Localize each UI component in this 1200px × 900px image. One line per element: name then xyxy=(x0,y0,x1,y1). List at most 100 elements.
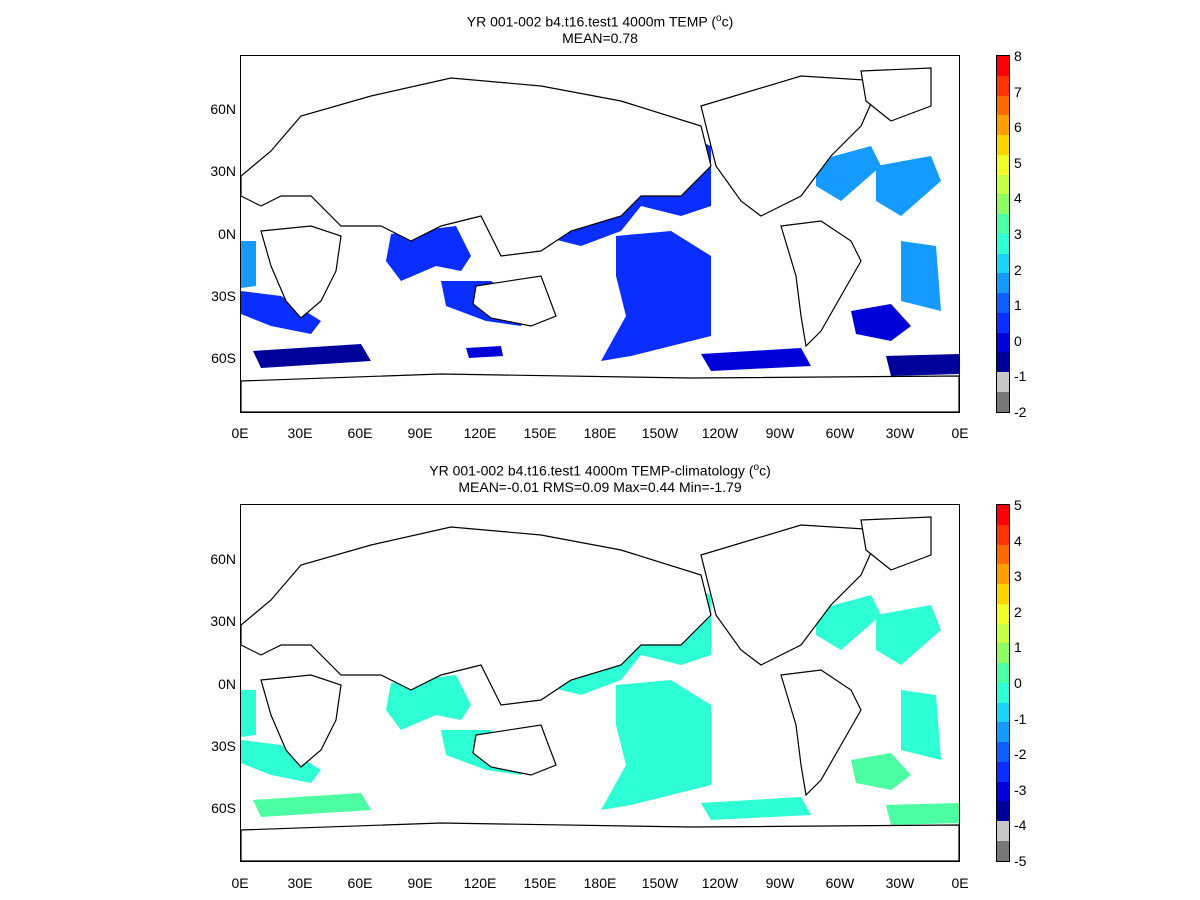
colorbar-segment xyxy=(997,115,1009,136)
colorbar-segment xyxy=(997,214,1009,234)
panel1-xtick: 0E xyxy=(951,425,969,441)
colorbar-segment xyxy=(997,392,1009,412)
panel1-xtick: 30E xyxy=(287,425,313,441)
panel2-xtick: 180E xyxy=(583,875,617,891)
colorbar-segment xyxy=(997,174,1009,195)
panel1-xtick: 90E xyxy=(407,425,433,441)
colorbar-segment xyxy=(997,194,1009,215)
colorbar-segment xyxy=(997,75,1009,96)
panel1-xtick: 120W xyxy=(701,425,739,441)
panel2-xtick: 30W xyxy=(885,875,915,891)
colorbar-segment xyxy=(997,154,1009,175)
panel2-xtick: 120E xyxy=(463,875,497,891)
panel2-xtick: 150W xyxy=(641,875,679,891)
panel2-xtick: 90W xyxy=(765,875,795,891)
colorbar-segment xyxy=(997,135,1009,155)
panel2-xtick: 30E xyxy=(287,875,313,891)
colorbar-segment xyxy=(997,643,1009,664)
panel1-colorbar-label: 0 xyxy=(1014,332,1022,349)
colorbar-segment xyxy=(997,623,1009,644)
colorbar-segment xyxy=(997,761,1009,782)
colorbar-segment xyxy=(997,233,1009,254)
panel2-colorbar-label: 0 xyxy=(1014,675,1022,691)
panel1-xtick: 90W xyxy=(765,425,795,441)
colorbar-segment xyxy=(997,293,1009,313)
panel2-xtick: 0E xyxy=(231,875,249,891)
panel2-colorbar-label: 3 xyxy=(1014,568,1022,585)
colorbar-segment xyxy=(997,603,1009,624)
panel2-coastlines xyxy=(241,516,959,861)
panel1-subtitle: MEAN=0.78 xyxy=(562,30,638,46)
colorbar-segment xyxy=(997,273,1009,294)
panel2-colorbar-label: 5 xyxy=(1014,497,1022,513)
panel1-colorbar-label: 5 xyxy=(1014,154,1022,171)
colorbar-segment xyxy=(997,682,1009,703)
panel1-xtick: 30W xyxy=(885,425,915,441)
panel2-colorbar-label: -3 xyxy=(1014,781,1027,798)
panel1-colorbar xyxy=(996,55,1010,413)
panel1-xtick: 120E xyxy=(463,425,497,441)
panel1-ytick: 60S xyxy=(211,350,236,366)
panel1-map-svg xyxy=(241,67,959,412)
colorbar-segment xyxy=(997,95,1009,116)
panel2-ytick: 30S xyxy=(211,738,236,754)
panel1-xtick: 60W xyxy=(825,425,855,441)
colorbar-segment xyxy=(997,372,1009,393)
panel2-xtick: 60W xyxy=(825,875,855,891)
panel2-ytick: 30N xyxy=(210,613,236,629)
colorbar-segment xyxy=(997,821,1009,842)
panel1-colorbar-label: 3 xyxy=(1014,226,1022,242)
panel2-colorbar-label: -4 xyxy=(1014,817,1027,834)
colorbar-segment xyxy=(997,524,1009,545)
colorbar-segment xyxy=(997,352,1009,373)
panel1-xtick: 180E xyxy=(583,425,617,441)
panel2-xtick: 90E xyxy=(407,875,433,891)
panel1-colorbar-label: 7 xyxy=(1014,83,1022,100)
panel1-map xyxy=(240,55,960,413)
panel2-ytick: 60N xyxy=(210,551,236,567)
colorbar-segment xyxy=(997,544,1009,565)
colorbar-segment xyxy=(997,56,1009,76)
colorbar-segment xyxy=(997,332,1009,353)
panel2-title: YR 001-002 b4.t16.test1 4000m TEMP-clima… xyxy=(429,462,771,479)
colorbar-segment xyxy=(997,505,1009,525)
panel2-colorbar-label: 1 xyxy=(1014,639,1022,656)
colorbar-segment xyxy=(997,781,1009,802)
panel1-colorbar-label: 6 xyxy=(1014,119,1022,136)
colorbar-segment xyxy=(997,564,1009,585)
panel2-xtick: 60E xyxy=(347,875,373,891)
colorbar-segment xyxy=(997,742,1009,762)
panel2-xtick: 120W xyxy=(701,875,739,891)
colorbar-segment xyxy=(997,584,1009,604)
panel1-ytick: 30S xyxy=(211,288,236,304)
panel2-colorbar-label: -2 xyxy=(1014,746,1027,763)
panel1-colorbar-label: -2 xyxy=(1014,404,1027,420)
panel2-colorbar-label: 2 xyxy=(1014,603,1022,620)
colorbar-segment xyxy=(997,841,1009,861)
panel1-colorbar-label: 8 xyxy=(1014,48,1022,64)
colorbar-segment xyxy=(997,702,1009,723)
panel1-ytick: 30N xyxy=(210,163,236,179)
panel1-colorbar-label: 4 xyxy=(1014,190,1022,207)
colorbar-segment xyxy=(997,253,1009,274)
panel2-colorbar xyxy=(996,504,1010,862)
panel1-colorbar-label: 1 xyxy=(1014,297,1022,314)
panel2-xtick: 0E xyxy=(951,875,969,891)
colorbar-segment xyxy=(997,663,1009,683)
panel2-map-svg xyxy=(241,516,959,861)
panel1-colorbar-label: 2 xyxy=(1014,261,1022,278)
panel1-ytick: 0N xyxy=(218,226,236,242)
panel2-colorbar-label: 4 xyxy=(1014,532,1022,549)
colorbar-segment xyxy=(997,801,1009,822)
panel2-ytick: 60S xyxy=(211,800,236,816)
panel2-map xyxy=(240,504,960,862)
colorbar-segment xyxy=(997,312,1009,333)
panel1-coastlines xyxy=(241,67,959,412)
colorbar-segment xyxy=(997,722,1009,743)
panel1-xtick: 0E xyxy=(231,425,249,441)
panel1-title: YR 001-002 b4.t16.test1 4000m TEMP (oc) xyxy=(466,13,734,30)
panel2-xtick: 150E xyxy=(523,875,557,891)
panel1-colorbar-label: -1 xyxy=(1014,368,1027,385)
panel2-ytick: 0N xyxy=(218,676,236,692)
panel2-colorbar-label: -5 xyxy=(1014,853,1027,869)
